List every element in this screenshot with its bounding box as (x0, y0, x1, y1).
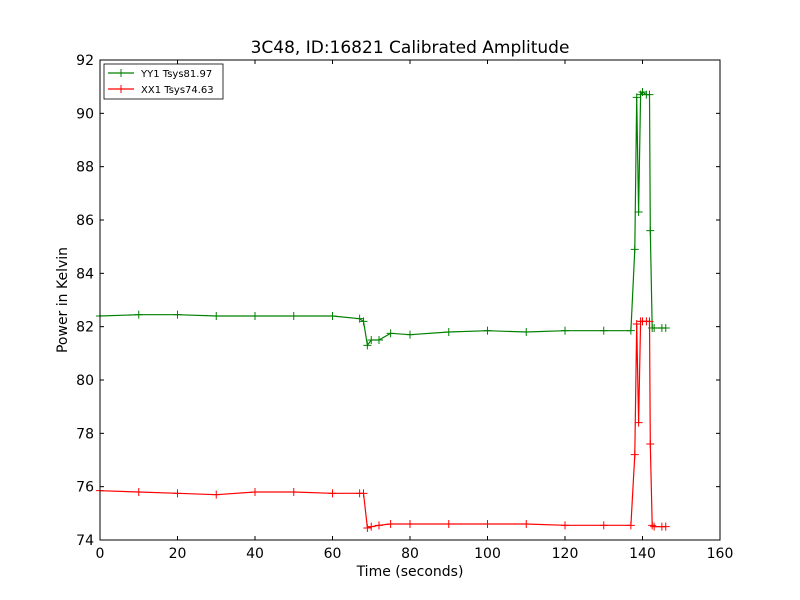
data-point (661, 324, 670, 332)
data-point (134, 488, 143, 496)
x-tick-label: 120 (552, 546, 579, 562)
data-point (251, 488, 259, 496)
data-point (522, 520, 531, 528)
data-point (648, 521, 657, 530)
data-point (483, 326, 492, 335)
legend-marker (117, 85, 125, 93)
y-tick-label: 74 (76, 533, 94, 549)
x-tick-label: 20 (169, 546, 187, 562)
data-point (650, 522, 659, 531)
x-tick-label: 160 (707, 546, 734, 562)
x-axis-label: Time (seconds) (356, 564, 464, 580)
y-tick-label: 84 (76, 266, 94, 282)
y-tick-label: 92 (76, 53, 94, 69)
data-point (630, 245, 639, 254)
data-point (645, 317, 654, 326)
x-tick-label: 0 (96, 546, 105, 562)
data-point (173, 489, 182, 498)
y-tick-label: 86 (76, 213, 94, 229)
data-point (646, 226, 655, 235)
x-tick-label: 40 (246, 546, 264, 562)
x-tick-label: 80 (401, 546, 419, 562)
data-point (646, 440, 655, 448)
data-point (134, 310, 143, 319)
data-point (386, 329, 395, 338)
legend-label: XX1 Tsys74.63 (141, 85, 214, 96)
axis-ticks: 0 20 40 60 80 100 120 140 160 74 76 78 80 82 84 86 88 90 9… (76, 53, 733, 562)
data-point (328, 312, 337, 320)
data-point (599, 521, 608, 530)
data-point (212, 312, 221, 320)
data-point (289, 488, 298, 496)
data-point (363, 341, 372, 350)
data-point (375, 521, 383, 530)
data-point (375, 336, 383, 344)
data-point (406, 520, 414, 528)
data-point (444, 520, 453, 528)
x-tick-label: 100 (474, 546, 501, 562)
data-point (289, 312, 298, 320)
data-point (522, 328, 531, 336)
y-tick-label: 80 (76, 373, 94, 389)
data-point (626, 521, 635, 530)
data-point (645, 90, 654, 99)
data-point (626, 326, 635, 335)
y-axis-label: Power in Kelvin (55, 247, 71, 353)
legend-label: YY1 Tsys81.97 (140, 69, 212, 80)
data-point (561, 326, 569, 335)
data-point (386, 520, 395, 528)
plot-frame (99, 59, 721, 541)
data-point (212, 490, 221, 499)
y-tick-label: 82 (76, 320, 94, 336)
legend-box (103, 63, 224, 100)
data-point (363, 524, 372, 532)
data-point (367, 522, 376, 531)
data-point (367, 336, 376, 344)
data-point (444, 328, 453, 336)
x-tick-label: 140 (629, 546, 656, 562)
data-point (328, 489, 337, 498)
y-tick-label: 88 (76, 160, 94, 176)
chart-title: 3C48, ID:16821 Calibrated Amplitude (251, 38, 570, 58)
plot-area (100, 60, 720, 540)
y-tick-label: 90 (76, 106, 94, 122)
data-point (173, 310, 182, 319)
data-point (406, 330, 414, 339)
data-point (483, 520, 492, 528)
legend-marker (117, 69, 125, 77)
data-point (634, 418, 643, 427)
data-point (359, 317, 368, 326)
data-point (251, 312, 259, 320)
data-point (599, 326, 608, 335)
data-point (561, 521, 569, 530)
legend: YY1 Tsys81.97 XX1 Tsys74.63 (103, 63, 224, 100)
y-tick-label: 78 (76, 426, 94, 442)
data-point (630, 450, 639, 459)
data-point (661, 522, 670, 531)
series-1 (96, 88, 670, 350)
y-tick-label: 76 (76, 480, 94, 496)
x-tick-label: 60 (324, 546, 342, 562)
data-point (359, 489, 368, 498)
data-point (634, 208, 643, 216)
data-point (650, 324, 659, 332)
